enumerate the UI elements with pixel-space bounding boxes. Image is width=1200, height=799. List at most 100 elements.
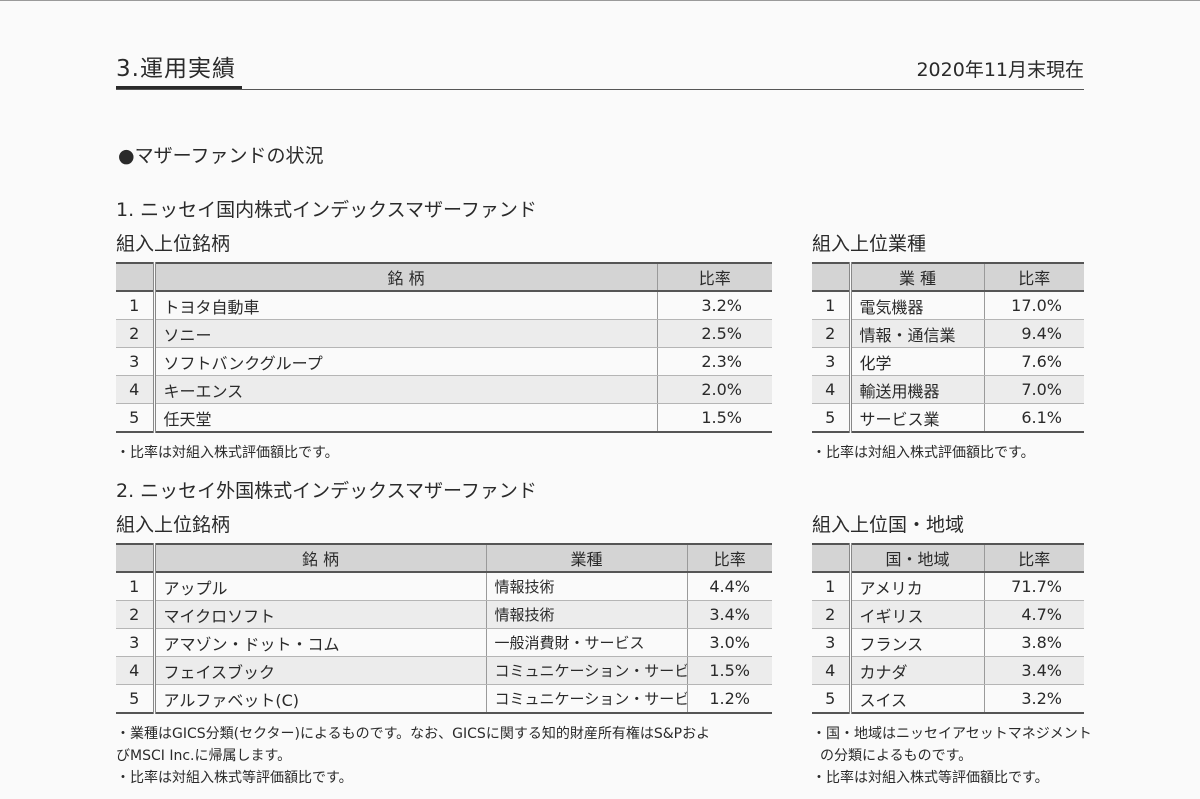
- country-name-cell: スイス: [850, 684, 985, 714]
- foreign-countries-table: 国・地域 比率 1 アメリカ 71.7% 2 イギリス 4.7% 3 フランス …: [812, 543, 1084, 714]
- rank-cell: 4: [812, 656, 852, 685]
- domestic-industries-note: ・比率は対組入株式評価額比です。: [812, 445, 1035, 461]
- note-line: ・比率は対組入株式等評価額比です。: [116, 770, 353, 786]
- industry-name-cell: 情報・通信業: [850, 319, 985, 348]
- table-row: 5 スイス 3.2%: [812, 684, 1084, 714]
- rank-cell: 2: [812, 600, 852, 629]
- rank-cell: 4: [116, 656, 156, 685]
- ratio-cell: 3.4%: [984, 656, 1084, 685]
- country-name-cell: イギリス: [850, 600, 985, 629]
- foreign-fund-heading: 2. ニッセイ外国株式インデックスマザーファンド: [116, 480, 537, 502]
- table-row: 2 ソニー 2.5%: [116, 319, 772, 348]
- table-row: 3 化学 7.6%: [812, 347, 1084, 376]
- table-row: 4 カナダ 3.4%: [812, 656, 1084, 685]
- table-row: 1 電気機器 17.0%: [812, 291, 1084, 320]
- stock-name-cell: マイクロソフト: [154, 600, 487, 629]
- table-row: 2 情報・通信業 9.4%: [812, 319, 1084, 348]
- table-row: 3 フランス 3.8%: [812, 628, 1084, 657]
- table-row: 3 ソフトバンクグループ 2.3%: [116, 347, 772, 376]
- table-row: 2 イギリス 4.7%: [812, 600, 1084, 629]
- rank-cell: 4: [812, 375, 852, 404]
- name-header: 銘 柄: [154, 543, 487, 573]
- ratio-cell: 4.7%: [984, 600, 1084, 629]
- ratio-cell: 71.7%: [984, 572, 1084, 601]
- stock-name-cell: キーエンス: [154, 375, 658, 404]
- table-row: 1 アメリカ 71.7%: [812, 572, 1084, 601]
- table-header-row: 国・地域 比率: [812, 543, 1084, 573]
- rank-cell: 1: [812, 572, 852, 601]
- sector-cell: 一般消費財・サービス: [486, 628, 688, 657]
- country-name-cell: アメリカ: [850, 572, 985, 601]
- ratio-cell: 7.0%: [984, 375, 1084, 404]
- rank-cell: 3: [812, 628, 852, 657]
- ratio-cell: 3.2%: [657, 291, 772, 320]
- stock-name-cell: トヨタ自動車: [154, 291, 658, 320]
- ratio-cell: 17.0%: [984, 291, 1084, 320]
- rank-cell: 5: [116, 684, 156, 714]
- rank-cell: 5: [116, 403, 156, 433]
- table-row: 4 キーエンス 2.0%: [116, 375, 772, 404]
- sector-cell: コミュニケーション・サービス: [486, 656, 688, 685]
- country-name-cell: カナダ: [850, 656, 985, 685]
- ratio-cell: 2.5%: [657, 319, 772, 348]
- rank-cell: 1: [116, 291, 156, 320]
- foreign-holdings-note: ・業種はGICS分類(セクター)によるものです。なお、GICSに関する知的財産所…: [116, 723, 710, 789]
- section-title: 3.運用実績: [116, 56, 236, 82]
- ratio-cell: 1.2%: [687, 684, 772, 714]
- mother-fund-heading: ●マザーファンドの状況: [118, 145, 324, 167]
- industry-name-cell: 輸送用機器: [850, 375, 985, 404]
- table-row: 5 任天堂 1.5%: [116, 403, 772, 433]
- stock-name-cell: アルファベット(C): [154, 684, 487, 714]
- table-header-row: 銘 柄 業種 比率: [116, 543, 772, 573]
- ratio-cell: 1.5%: [657, 403, 772, 433]
- rank-cell: 2: [812, 319, 852, 348]
- rank-cell: 3: [116, 628, 156, 657]
- sector-cell: 情報技術: [486, 572, 688, 601]
- note-line: ・比率は対組入株式等評価額比です。: [812, 770, 1049, 786]
- ratio-cell: 7.6%: [984, 347, 1084, 376]
- stock-name-cell: ソフトバンクグループ: [154, 347, 658, 376]
- note-line: ・国・地域はニッセイアセットマネジメント: [812, 726, 1092, 742]
- foreign-countries-note: ・国・地域はニッセイアセットマネジメント の分類によるものです。 ・比率は対組入…: [812, 723, 1092, 789]
- domestic-fund-heading: 1. ニッセイ国内株式インデックスマザーファンド: [116, 199, 537, 221]
- title-rule: [116, 89, 1084, 90]
- table-row: 2 マイクロソフト 情報技術 3.4%: [116, 600, 772, 629]
- report-date: 2020年11月末現在: [916, 59, 1084, 81]
- table-row: 3 アマゾン・ドット・コム 一般消費財・サービス 3.0%: [116, 628, 772, 657]
- ratio-cell: 2.3%: [657, 347, 772, 376]
- stock-name-cell: アップル: [154, 572, 487, 601]
- ratio-cell: 9.4%: [984, 319, 1084, 348]
- sector-header: 業種: [486, 543, 688, 573]
- industry-name-cell: 化学: [850, 347, 985, 376]
- note-line: ・業種はGICS分類(セクター)によるものです。なお、GICSに関する知的財産所…: [116, 726, 711, 742]
- rank-cell: 1: [812, 291, 852, 320]
- ratio-header: 比率: [687, 543, 772, 573]
- domestic-holdings-table: 銘 柄 比率 1 トヨタ自動車 3.2% 2 ソニー 2.5% 3 ソフトバンク…: [116, 262, 772, 433]
- ratio-header: 比率: [657, 262, 772, 292]
- ratio-cell: 3.8%: [984, 628, 1084, 657]
- foreign-holdings-table: 銘 柄 業種 比率 1 アップル 情報技術 4.4% 2 マイクロソフト 情報技…: [116, 543, 772, 714]
- industry-name-cell: 電気機器: [850, 291, 985, 320]
- foreign-countries-title: 組入上位国・地域: [812, 514, 965, 536]
- table-row: 5 アルファベット(C) コミュニケーション・サービス 1.2%: [116, 684, 772, 714]
- domestic-industries-title: 組入上位業種: [812, 233, 927, 255]
- rank-header: [116, 543, 156, 573]
- ratio-cell: 3.2%: [984, 684, 1084, 714]
- rank-cell: 2: [116, 319, 156, 348]
- ratio-cell: 1.5%: [687, 656, 772, 685]
- ratio-cell: 6.1%: [984, 403, 1084, 433]
- industry-name-cell: サービス業: [850, 403, 985, 433]
- ratio-cell: 4.4%: [687, 572, 772, 601]
- country-name-cell: フランス: [850, 628, 985, 657]
- note-line: びMSCI Inc.に帰属します。: [116, 748, 292, 764]
- ratio-header: 比率: [984, 543, 1084, 573]
- stock-name-cell: アマゾン・ドット・コム: [154, 628, 487, 657]
- name-header: 銘 柄: [154, 262, 658, 292]
- rank-cell: 5: [812, 684, 852, 714]
- table-row: 4 フェイスブック コミュニケーション・サービス 1.5%: [116, 656, 772, 685]
- rank-header: [116, 262, 156, 292]
- rank-cell: 3: [116, 347, 156, 376]
- table-row: 1 アップル 情報技術 4.4%: [116, 572, 772, 601]
- table-header-row: 業 種 比率: [812, 262, 1084, 292]
- table-header-row: 銘 柄 比率: [116, 262, 772, 292]
